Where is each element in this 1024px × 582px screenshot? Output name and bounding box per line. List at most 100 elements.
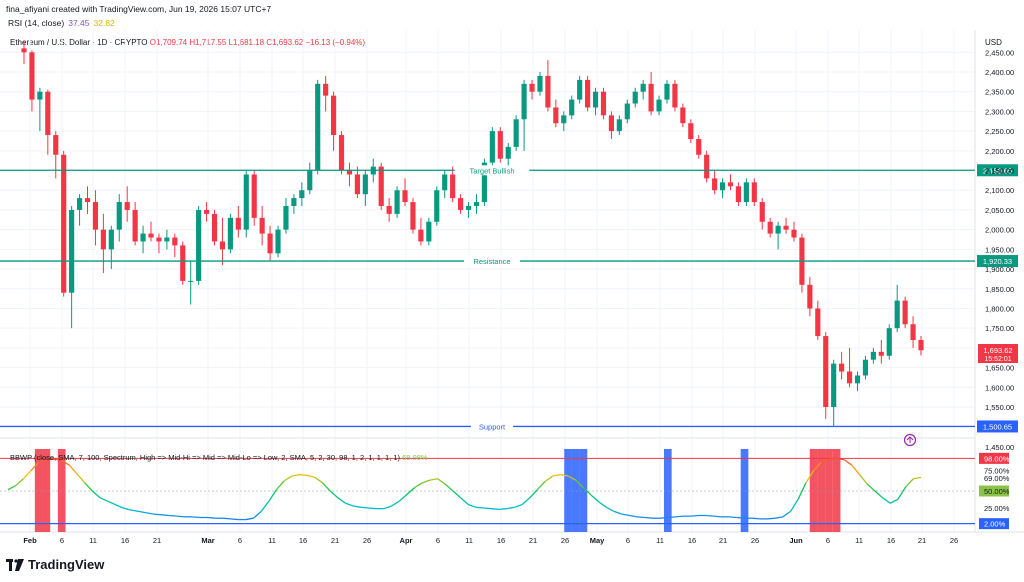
bbwp-line-segment: [276, 480, 285, 491]
time-axis[interactable]: Feb 6 11 16 21 Mar 6 11 16 21 26 Apr 6 11 16 21 26 May 6 11…: [23, 536, 958, 545]
level-target-bullish[interactable]: Target Bullish 2,150.65: [0, 164, 1018, 177]
candle: [450, 166, 456, 203]
bbwp-line-segment: [245, 517, 254, 521]
bbwp-line-segment: [107, 500, 116, 506]
candle: [775, 221, 781, 250]
bbwp-line-segment: [253, 510, 262, 519]
bbwp-line-segment: [130, 509, 139, 513]
current-price-flag: 1,693.62 15:52:01: [978, 344, 1018, 363]
candle: [513, 115, 519, 151]
candle: [100, 213, 106, 273]
bbwp-level-label: 69.00%: [984, 474, 1010, 483]
bbwp-line-segment: [30, 461, 40, 472]
bbwp-line-segment: [498, 508, 507, 511]
candle: [648, 72, 654, 116]
level-support[interactable]: Support 1,500.65: [0, 420, 1018, 433]
candle: [688, 119, 694, 143]
replay-icon[interactable]: [903, 433, 917, 447]
rsi-value-2: 32.82: [93, 18, 115, 28]
time-tick-label: 21: [529, 536, 537, 545]
candle: [791, 221, 797, 242]
bbwp-level-label: 75.00%: [984, 467, 1010, 476]
candle: [386, 198, 392, 222]
level-name: Resistance: [473, 257, 510, 266]
symbol-legend[interactable]: Ethereum / U.S. Dollar · 1D · CRYPTO O1,…: [10, 38, 365, 47]
bbwp-line-segment: [805, 470, 815, 484]
price-tick-label: 2,250.00: [985, 127, 1014, 136]
candle: [235, 206, 241, 238]
bbwp-line-segment: [15, 478, 24, 487]
time-tick-label: 11: [656, 536, 664, 545]
bbwp-line-segment: [567, 475, 577, 481]
price-tick-label: 2,350.00: [985, 88, 1014, 97]
level-price-label: 2,150.65: [983, 166, 1012, 175]
price-tick-label: 1,850.00: [985, 285, 1014, 294]
ohlc-values: O1,709.74 H1,717.55 L1,681.18 C1,693.62 …: [149, 38, 366, 47]
level-resistance[interactable]: Resistance 1,920.33: [0, 255, 1018, 268]
candle: [196, 206, 202, 285]
bbwp-legend-text: BBWP (close, SMA, 7, 100, Spectrum, High…: [10, 453, 401, 462]
price-tick-label: 2,200.00: [985, 147, 1014, 156]
level-price-label: 1,920.33: [983, 257, 1012, 266]
candle: [315, 79, 321, 175]
bbwp-pane: 98.00% 75.00%69.00% 50.00% 25.00% 2.00%: [0, 449, 1010, 532]
bbwp-line-segment: [582, 487, 592, 496]
candle: [743, 178, 749, 206]
time-tick-label: 16: [497, 536, 505, 545]
bbwp-line-segment: [192, 516, 200, 519]
candle: [823, 332, 829, 419]
time-tick-label: Feb: [23, 536, 37, 545]
time-tick-label: 21: [719, 536, 727, 545]
candle: [592, 87, 599, 116]
time-tick-label: 21: [331, 536, 339, 545]
bbwp-line-segment: [161, 514, 170, 517]
candle: [672, 79, 678, 112]
bbwp-line-segment: [291, 474, 300, 477]
bbwp-line-segment: [529, 489, 538, 499]
candle: [839, 351, 845, 380]
candle: [521, 79, 527, 151]
candle: [53, 131, 59, 179]
bbwp-legend[interactable]: BBWP (close, SMA, 7, 100, Spectrum, High…: [10, 453, 428, 462]
bbwp-line-segment: [91, 490, 101, 499]
bbwp-line-segment: [552, 474, 561, 477]
rsi-legend[interactable]: RSI (14, close) 37.45 32.82: [8, 18, 115, 28]
bbwp-extreme-bar: [825, 449, 833, 532]
bbwp-line-segment: [138, 510, 147, 514]
bbwp-line-segment: [775, 516, 784, 519]
candle: [84, 186, 91, 214]
candle: [894, 284, 900, 333]
countdown-label: 15:52:01: [984, 356, 1011, 363]
bbwp-line-segment: [767, 517, 776, 520]
bbwp-line-segment: [483, 507, 492, 510]
bbwp-line-segment: [329, 490, 339, 499]
candle: [727, 174, 734, 191]
bbwp-value: 69.98%: [402, 453, 428, 462]
level-name: Target Bullish: [469, 166, 514, 175]
bbwp-extreme-bar: [663, 449, 672, 532]
candle: [140, 225, 146, 254]
candle: [132, 202, 138, 246]
candle: [219, 217, 226, 266]
candle: [545, 60, 551, 112]
candle: [656, 95, 662, 116]
candle: [846, 347, 853, 388]
candle: [815, 300, 821, 340]
tradingview-logo[interactable]: TradingView: [6, 557, 104, 572]
time-tick-label: May: [590, 536, 605, 545]
candle: [283, 198, 289, 234]
bbwp-line-segment: [337, 497, 346, 504]
bbwp-extreme-bar: [571, 449, 580, 532]
level-price-label: 1,500.65: [983, 422, 1012, 431]
time-tick-label: 16: [121, 536, 129, 545]
horizontal-levels[interactable]: Target Bullish 2,150.65 Resistance 1,920.33…: [0, 164, 1018, 433]
candle: [783, 217, 789, 234]
bbwp-level-label: 2.00%: [984, 520, 1006, 529]
candle: [211, 209, 218, 246]
bbwp-line-segment: [207, 516, 216, 519]
candle: [902, 296, 908, 329]
candle: [870, 347, 876, 364]
time-tick-label: 11: [268, 536, 276, 545]
price-axis[interactable]: 2,450.00 2,400.00 2,350.00 2,300.00 2,250.00…: [985, 48, 1014, 452]
